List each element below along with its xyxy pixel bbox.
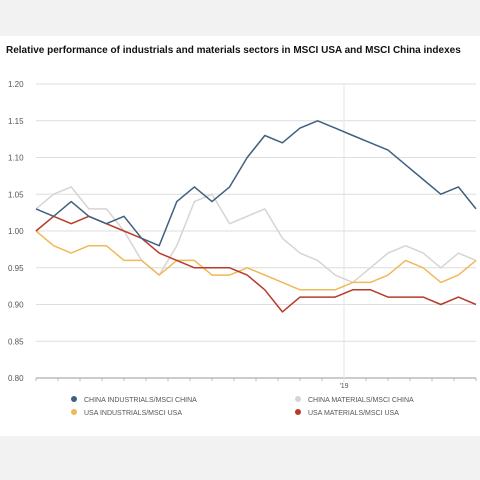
x-tick-label: '19 <box>339 383 348 390</box>
chart-title: Relative performance of industrials and … <box>6 45 461 56</box>
legend: CHINA INDUSTRIALS/MSCI CHINA CHINA MATERI… <box>71 396 414 417</box>
legend-label: USA MATERIALS/MSCI USA <box>308 410 399 417</box>
series-line-usa-industrials <box>35 230 477 291</box>
y-tick-label: 1.10 <box>8 154 24 163</box>
y-tick-label: 0.90 <box>8 301 24 310</box>
y-tick-label: 1.15 <box>8 117 24 126</box>
x-axis: '19 <box>35 84 477 390</box>
y-tick-label: 1.20 <box>8 80 24 89</box>
y-tick-label: 1.05 <box>8 190 24 199</box>
legend-marker <box>295 409 301 415</box>
chart-canvas <box>0 36 480 436</box>
y-tick-labels: 0.80 0.85 0.90 0.95 1.00 1.05 1.10 1.15 1.20 <box>8 80 24 383</box>
series-line-china-materials <box>35 186 477 284</box>
y-tick-label: 0.85 <box>8 337 24 346</box>
legend-label: CHINA INDUSTRIALS/MSCI CHINA <box>84 397 197 404</box>
y-tick-label: 1.00 <box>8 227 24 236</box>
legend-label: CHINA MATERIALS/MSCI CHINA <box>308 397 414 404</box>
grid-lines <box>36 83 476 379</box>
series-lines <box>35 120 477 313</box>
legend-marker <box>71 409 77 415</box>
y-tick-label: 0.80 <box>8 374 24 383</box>
series-line-china-industrials <box>35 120 477 247</box>
legend-marker <box>71 396 77 402</box>
y-tick-label: 0.95 <box>8 264 24 273</box>
series-line-usa-materials <box>35 215 477 313</box>
legend-label: USA INDUSTRIALS/MSCI USA <box>84 410 182 417</box>
legend-marker <box>295 396 301 402</box>
